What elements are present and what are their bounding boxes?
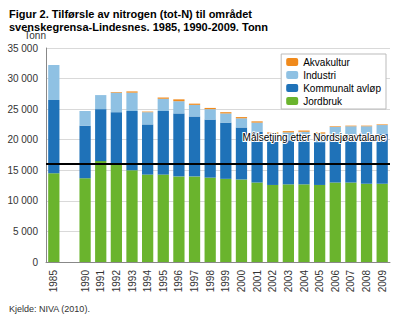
svg-text:2006: 2006 bbox=[330, 270, 341, 293]
svg-text:20 000: 20 000 bbox=[7, 134, 38, 145]
svg-text:svenskegrensa-Lindesnes. 1985,: svenskegrensa-Lindesnes. 1985, 1990-2009… bbox=[9, 21, 268, 33]
svg-text:Tonn: Tonn bbox=[24, 29, 46, 41]
svg-text:2008: 2008 bbox=[361, 270, 372, 293]
svg-text:1991: 1991 bbox=[95, 270, 106, 293]
svg-text:2005: 2005 bbox=[314, 270, 325, 293]
svg-text:2001: 2001 bbox=[252, 270, 263, 293]
svg-text:1990: 1990 bbox=[80, 270, 91, 293]
svg-text:1994: 1994 bbox=[142, 270, 153, 293]
svg-text:25 000: 25 000 bbox=[7, 104, 38, 115]
svg-text:Kommunalt avløp: Kommunalt avløp bbox=[303, 83, 381, 94]
svg-text:30 000: 30 000 bbox=[7, 73, 38, 84]
svg-text:1985: 1985 bbox=[48, 270, 59, 293]
svg-text:2002: 2002 bbox=[267, 270, 278, 293]
svg-text:1995: 1995 bbox=[158, 270, 169, 293]
svg-text:15 000: 15 000 bbox=[7, 165, 38, 176]
svg-text:Kjelde: NIVA (2010).: Kjelde: NIVA (2010). bbox=[9, 304, 90, 314]
svg-text:Jordbruk: Jordbruk bbox=[303, 96, 343, 107]
svg-text:1999: 1999 bbox=[220, 270, 231, 293]
svg-text:2003: 2003 bbox=[283, 270, 294, 293]
svg-text:2007: 2007 bbox=[345, 270, 356, 293]
svg-text:1998: 1998 bbox=[205, 270, 216, 293]
svg-text:2009: 2009 bbox=[377, 270, 388, 293]
svg-text:2000: 2000 bbox=[236, 270, 247, 293]
svg-text:Akvakultur: Akvakultur bbox=[303, 57, 350, 68]
svg-text:Målsetjing etter Nordsjøavtala: Målsetjing etter Nordsjøavtalane bbox=[243, 132, 387, 143]
svg-text:1997: 1997 bbox=[189, 270, 200, 293]
svg-text:Industri: Industri bbox=[303, 70, 336, 81]
svg-text:5 000: 5 000 bbox=[13, 226, 38, 237]
svg-text:1993: 1993 bbox=[127, 270, 138, 293]
svg-text:2004: 2004 bbox=[299, 270, 310, 293]
svg-text:35 000: 35 000 bbox=[7, 43, 38, 54]
svg-text:10 000: 10 000 bbox=[7, 195, 38, 206]
svg-text:1992: 1992 bbox=[111, 270, 122, 293]
svg-text:1996: 1996 bbox=[173, 270, 184, 293]
svg-text:0: 0 bbox=[32, 257, 38, 268]
svg-text:Figur 2. Tilførsle av nitrogen: Figur 2. Tilførsle av nitrogen (tot-N) t… bbox=[9, 8, 255, 20]
